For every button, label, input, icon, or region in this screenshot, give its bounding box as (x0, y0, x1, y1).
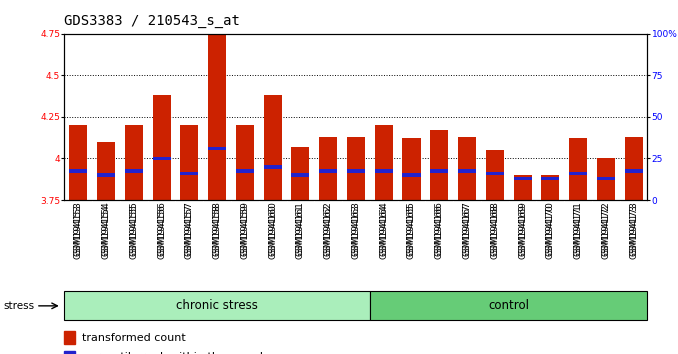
Text: GSM194160: GSM194160 (268, 205, 277, 259)
Text: GSM194153: GSM194153 (74, 205, 83, 259)
Text: GSM194162: GSM194162 (323, 205, 333, 259)
Bar (125, 125, 143, 200)
Bar (513, 175, 532, 200)
Bar (319, 169, 337, 173)
Bar (485, 172, 504, 175)
Bar (597, 159, 615, 200)
Text: stress: stress (3, 301, 35, 311)
Text: GDS3383 / 210543_s_at: GDS3383 / 210543_s_at (64, 14, 240, 28)
Bar (97, 173, 115, 177)
Bar (513, 177, 532, 180)
Bar (180, 172, 199, 175)
Text: GSM194163: GSM194163 (351, 205, 361, 259)
Bar (541, 177, 559, 180)
Text: GSM194171: GSM194171 (574, 205, 582, 259)
Bar (458, 137, 476, 200)
Text: transformed count: transformed count (82, 332, 186, 343)
Bar (236, 169, 254, 173)
Bar (125, 169, 143, 173)
Text: GSM194167: GSM194167 (462, 205, 471, 259)
Text: GSM194154: GSM194154 (102, 205, 111, 259)
Bar (431, 130, 448, 200)
Bar (292, 173, 309, 177)
Bar (64, 351, 75, 354)
Bar (153, 156, 171, 160)
Text: GSM194159: GSM194159 (241, 205, 250, 259)
Text: GSM194172: GSM194172 (601, 205, 610, 259)
Bar (64, 331, 75, 344)
Bar (347, 169, 365, 173)
Text: GSM194164: GSM194164 (379, 205, 388, 259)
Text: GSM194156: GSM194156 (157, 205, 166, 259)
Text: percentile rank within the sample: percentile rank within the sample (82, 352, 270, 354)
Bar (69, 169, 87, 173)
Bar (292, 147, 309, 200)
Text: GSM194166: GSM194166 (435, 205, 443, 259)
Bar (319, 137, 337, 200)
Bar (264, 95, 281, 200)
Text: GSM194155: GSM194155 (129, 205, 138, 259)
Bar (97, 142, 115, 200)
Bar (375, 169, 393, 173)
Bar (403, 173, 420, 177)
Bar (370, 291, 647, 320)
Bar (264, 165, 281, 169)
Text: GSM194170: GSM194170 (546, 205, 555, 259)
Bar (64, 291, 370, 320)
Bar (236, 125, 254, 200)
Text: chronic stress: chronic stress (176, 299, 258, 312)
Bar (208, 34, 226, 200)
Bar (403, 138, 420, 200)
Bar (153, 95, 171, 200)
Bar (208, 147, 226, 150)
Bar (458, 169, 476, 173)
Bar (347, 137, 365, 200)
Bar (569, 138, 587, 200)
Bar (624, 169, 643, 173)
Bar (180, 125, 199, 200)
Bar (485, 150, 504, 200)
Bar (569, 172, 587, 175)
Text: GSM194158: GSM194158 (213, 205, 222, 259)
Bar (624, 137, 643, 200)
Text: GSM194169: GSM194169 (518, 205, 527, 259)
Bar (597, 177, 615, 180)
Bar (69, 125, 87, 200)
Text: GSM194161: GSM194161 (296, 205, 305, 259)
Text: GSM194165: GSM194165 (407, 205, 416, 259)
Text: GSM194173: GSM194173 (629, 205, 638, 259)
Text: GSM194168: GSM194168 (490, 205, 499, 259)
Bar (375, 125, 393, 200)
Text: control: control (488, 299, 529, 312)
Bar (431, 169, 448, 173)
Bar (541, 175, 559, 200)
Text: GSM194157: GSM194157 (185, 205, 194, 259)
